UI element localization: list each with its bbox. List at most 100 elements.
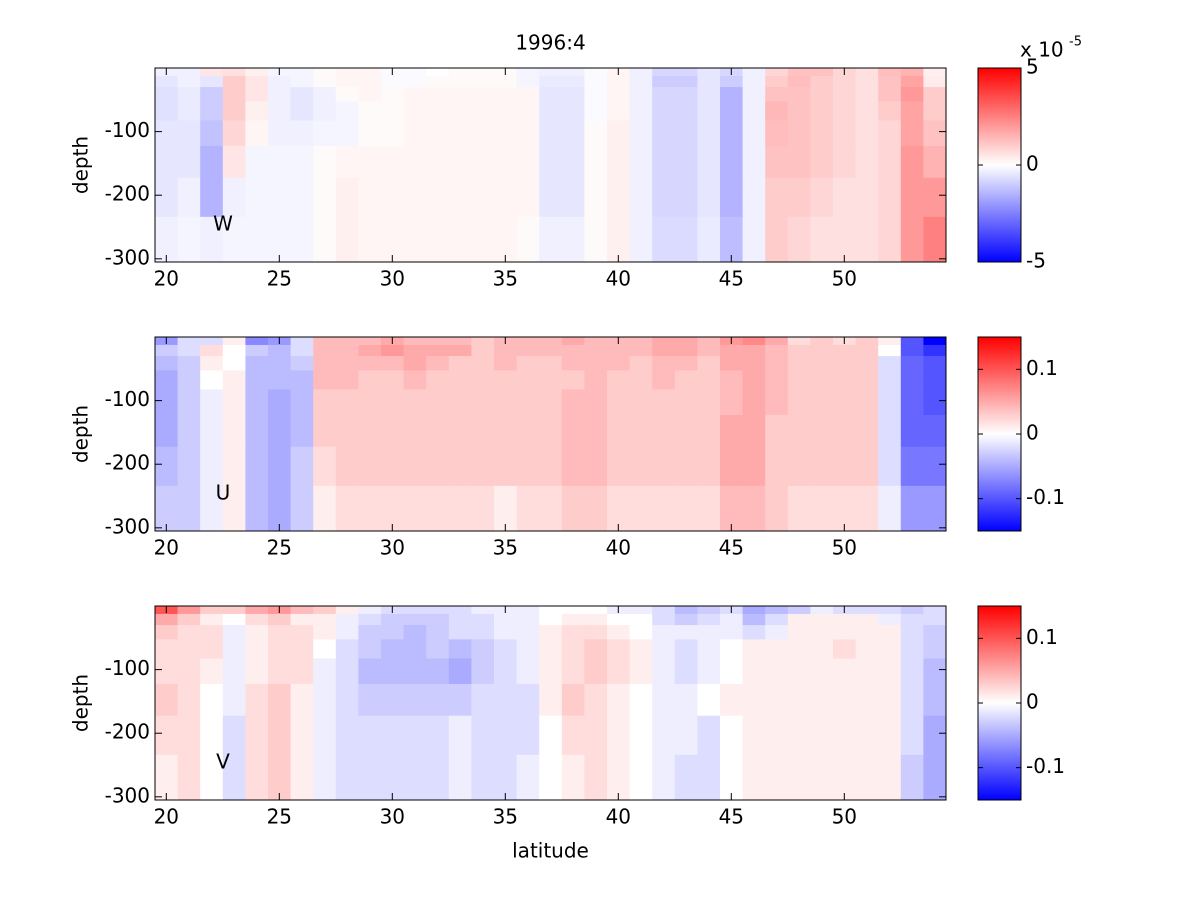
colorbar-tick-label: 0.1 bbox=[1026, 356, 1058, 380]
heatmap-cell bbox=[833, 87, 857, 102]
heatmap-cell bbox=[787, 414, 811, 448]
heatmap-cell bbox=[426, 625, 450, 640]
y-tick-label: -300 bbox=[105, 514, 150, 538]
heatmap-cell bbox=[674, 344, 698, 357]
heatmap-cell bbox=[765, 120, 789, 147]
heatmap-cell bbox=[245, 120, 269, 147]
heatmap-cell bbox=[652, 87, 676, 102]
heatmap-cell bbox=[177, 75, 201, 88]
heatmap-cell bbox=[494, 658, 518, 685]
heatmap-cell bbox=[742, 658, 766, 685]
heatmap-cell bbox=[448, 337, 472, 346]
heatmap-cell bbox=[381, 370, 405, 390]
heatmap-cell bbox=[629, 446, 653, 487]
heatmap-cell bbox=[584, 120, 608, 147]
heatmap-cell bbox=[155, 389, 179, 416]
heatmap-cell bbox=[381, 145, 405, 179]
heatmap-cell bbox=[629, 75, 653, 88]
heatmap-cell bbox=[381, 356, 405, 371]
heatmap-cell bbox=[245, 414, 269, 448]
heatmap-cell bbox=[855, 715, 879, 756]
heatmap-cell bbox=[810, 754, 834, 801]
heatmap-cell bbox=[222, 344, 246, 357]
heatmap-cell bbox=[245, 370, 269, 390]
heatmap-cell bbox=[833, 216, 857, 263]
heatmap-cell bbox=[787, 120, 811, 147]
heatmap-cell bbox=[787, 715, 811, 756]
heatmap-cell bbox=[200, 87, 224, 102]
heatmap-cell bbox=[584, 216, 608, 263]
heatmap-cell bbox=[855, 344, 879, 357]
heatmap-cell bbox=[652, 344, 676, 357]
heatmap-cell bbox=[403, 639, 427, 659]
heatmap-cell bbox=[313, 337, 337, 346]
heatmap-cell bbox=[878, 87, 902, 102]
heatmap-cell bbox=[561, 613, 585, 626]
heatmap-cell bbox=[697, 344, 721, 357]
panel-label: W bbox=[213, 212, 233, 236]
heatmap-cell bbox=[268, 216, 292, 263]
heatmap-cell bbox=[381, 87, 405, 102]
colorbar-tick-label: 5 bbox=[1026, 55, 1039, 79]
heatmap-cell bbox=[245, 658, 269, 685]
heatmap-cell bbox=[900, 613, 924, 626]
heatmap-cell bbox=[177, 625, 201, 640]
heatmap-cell bbox=[245, 337, 269, 346]
x-tick-label: 20 bbox=[154, 536, 179, 560]
heatmap-cell bbox=[878, 370, 902, 390]
heatmap-cell bbox=[222, 715, 246, 756]
heatmap-cell bbox=[855, 754, 879, 801]
heatmap-cell bbox=[607, 754, 631, 801]
heatmap-cell bbox=[584, 414, 608, 448]
heatmap-cell bbox=[426, 606, 450, 615]
heatmap-cell bbox=[290, 613, 314, 626]
heatmap-cell bbox=[607, 715, 631, 756]
heatmap-cell bbox=[900, 68, 924, 77]
heatmap-cell bbox=[358, 120, 382, 147]
heatmap-cell bbox=[855, 606, 879, 615]
heatmap-cell bbox=[268, 613, 292, 626]
heatmap-cell bbox=[652, 356, 676, 371]
heatmap-cell bbox=[742, 370, 766, 390]
heatmap-cell bbox=[765, 625, 789, 640]
heatmap-cell bbox=[923, 145, 947, 179]
heatmap-cell bbox=[674, 370, 698, 390]
heatmap-cell bbox=[697, 216, 721, 263]
heatmap-cell bbox=[652, 485, 676, 532]
heatmap-cell bbox=[381, 446, 405, 487]
heatmap-cell bbox=[697, 101, 721, 121]
heatmap-cell bbox=[878, 485, 902, 532]
heatmap-cell bbox=[878, 356, 902, 371]
heatmap-cell bbox=[629, 715, 653, 756]
heatmap-cell bbox=[471, 389, 495, 416]
heatmap-cell bbox=[471, 87, 495, 102]
heatmap-cell bbox=[177, 715, 201, 756]
heatmap-cell bbox=[155, 658, 179, 685]
heatmap-cell bbox=[539, 68, 563, 77]
heatmap-cell bbox=[720, 370, 744, 390]
heatmap-cell bbox=[742, 639, 766, 659]
heatmap-cell bbox=[584, 658, 608, 685]
heatmap-cell bbox=[810, 414, 834, 448]
heatmap-cell bbox=[403, 754, 427, 801]
heatmap-cell bbox=[245, 145, 269, 179]
heatmap-cell bbox=[720, 446, 744, 487]
axes-frame bbox=[154, 67, 947, 263]
heatmap-cell bbox=[697, 177, 721, 218]
heatmap-cell bbox=[516, 754, 540, 801]
heatmap-cell bbox=[539, 625, 563, 640]
heatmap-cell bbox=[787, 683, 811, 717]
heatmap-cell bbox=[494, 414, 518, 448]
heatmap-cell bbox=[358, 613, 382, 626]
heatmap-cell bbox=[652, 145, 676, 179]
heatmap-cell bbox=[426, 145, 450, 179]
heatmap-cell bbox=[335, 613, 359, 626]
heatmap-cell bbox=[426, 658, 450, 685]
heatmap-cell bbox=[313, 485, 337, 532]
heatmap-cell bbox=[833, 356, 857, 371]
heatmap-cell bbox=[720, 356, 744, 371]
heatmap-cell bbox=[177, 389, 201, 416]
heatmap-cell bbox=[900, 658, 924, 685]
heatmap-cell bbox=[900, 683, 924, 717]
